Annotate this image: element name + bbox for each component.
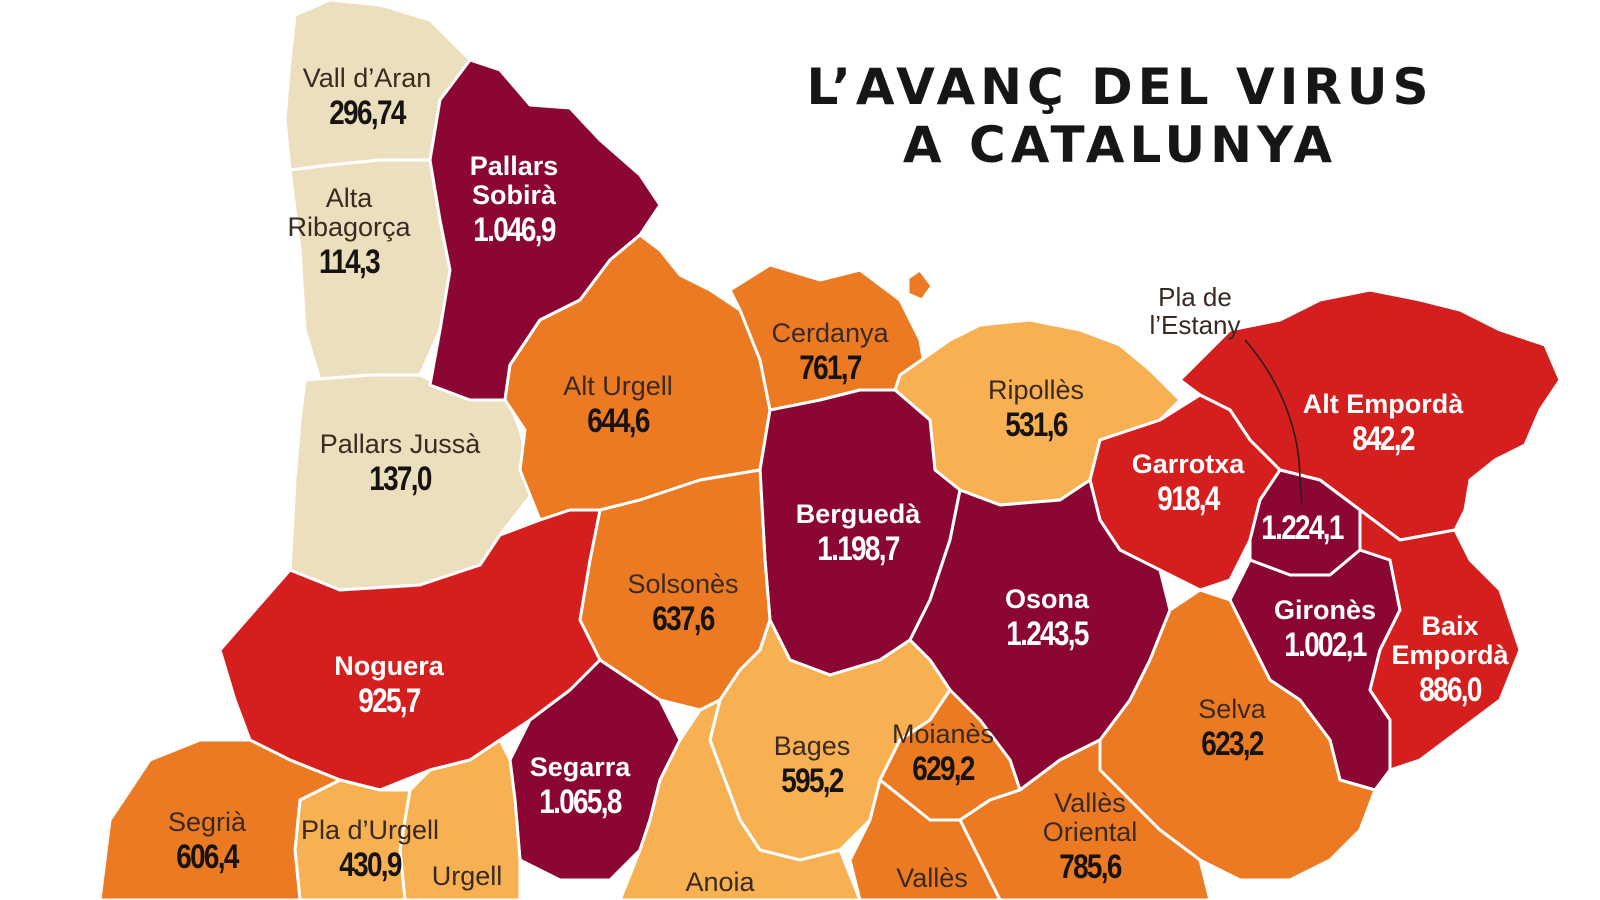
map-title: L’AVANÇ DEL VIRUS A CATALUNYA — [790, 58, 1450, 174]
region-name-line-2: Sobirà — [471, 180, 557, 210]
region-value: 918,4 — [1157, 480, 1220, 518]
region-name-line-2: Oriental — [1042, 817, 1138, 847]
region-value: 629,2 — [912, 750, 975, 788]
region-name: Noguera — [334, 651, 444, 681]
label-valles-oriental: Vallès Oriental 785,6 — [1043, 789, 1138, 887]
region-value: 296,74 — [329, 94, 406, 132]
label-segria: Segrià 606,4 — [168, 808, 246, 877]
label-moianes: Moianès 629,2 — [892, 720, 994, 789]
label-cerdanya: Cerdanya 761,7 — [771, 319, 888, 388]
region-llivia — [906, 268, 934, 302]
region-value: 606,4 — [176, 838, 239, 876]
region-name: Urgell — [431, 861, 503, 891]
label-vall-daran: Vall d’Aran 296,74 — [303, 64, 432, 133]
region-name: Selva — [1198, 694, 1266, 724]
region-value: 1.224,1 — [1261, 509, 1344, 547]
label-solsones: Solsonès 637,6 — [627, 570, 738, 639]
region-value: 114,3 — [318, 243, 381, 281]
region-name: Pallars Jussà — [319, 429, 481, 459]
callout-line-1: Pla de — [1158, 282, 1232, 312]
region-value: 761,7 — [799, 349, 862, 387]
region-name: Alt Urgell — [563, 371, 673, 401]
region-value: 595,2 — [781, 762, 844, 800]
region-name-line-1: Vallès — [1054, 788, 1126, 818]
label-baix-emporda: Baix Empordà 886,0 — [1391, 612, 1508, 710]
title-line-1: L’AVANÇ DEL VIRUS — [806, 58, 1434, 116]
region-name: Bages — [773, 731, 851, 761]
region-name: Pla d’Urgell — [300, 815, 440, 845]
label-osona: Osona 1.243,5 — [997, 585, 1096, 654]
region-name-line-2: Empordà — [1391, 640, 1509, 670]
region-name: Segarra — [529, 752, 631, 782]
label-anoia: Anoia — [685, 868, 754, 897]
region-baix-emporda — [1358, 508, 1522, 772]
region-name: Vallès — [896, 863, 968, 893]
region-value: 842,2 — [1352, 420, 1415, 458]
region-name: Vall d’Aran — [302, 63, 432, 93]
region-name: Berguedà — [795, 499, 921, 529]
region-value: 137,0 — [369, 460, 432, 498]
region-name-line-1: Baix — [1421, 611, 1479, 641]
region-value: 637,6 — [652, 600, 715, 638]
region-name: Gironès — [1273, 595, 1377, 625]
region-value: 785,6 — [1059, 848, 1122, 886]
region-value: 1.002,1 — [1284, 626, 1367, 664]
region-name: Garrotxa — [1131, 449, 1245, 479]
label-selva: Selva 623,2 — [1194, 695, 1269, 764]
region-name: Ripollès — [987, 375, 1085, 405]
label-bages: Bages 595,2 — [774, 732, 851, 801]
label-urgell: Urgell — [432, 862, 503, 891]
callout-pla-de-lestany: Pla de l’Estany — [1149, 283, 1240, 339]
label-pallars-jussa: Pallars Jussà 137,0 — [320, 430, 481, 499]
label-girones: Gironès 1.002,1 — [1274, 596, 1376, 665]
label-pla-de-lestany: 1.224,1 — [1252, 508, 1351, 548]
label-noguera: Noguera 925,7 — [334, 652, 444, 721]
title-line-2: A CATALUNYA — [902, 116, 1338, 174]
region-anoia — [618, 698, 862, 900]
region-valles-occidental — [848, 778, 1002, 900]
region-name: Anoia — [685, 867, 755, 897]
region-name: Solsonès — [627, 569, 739, 599]
label-pallars-sobira: Pallars Sobirà 1.046,9 — [464, 152, 563, 250]
callout-line-2: l’Estany — [1149, 310, 1241, 340]
label-garrotxa: Garrotxa 918,4 — [1132, 450, 1245, 519]
region-value: 886,0 — [1419, 671, 1482, 709]
label-valles: Vallès — [896, 864, 968, 893]
callout-line — [1244, 339, 1303, 506]
region-value: 1.198,7 — [817, 530, 900, 568]
label-alt-emporda: Alt Empordà 842,2 — [1303, 390, 1464, 459]
region-value: 1.065,8 — [539, 783, 622, 821]
label-pla-durgell: Pla d’Urgell 430,9 — [301, 816, 439, 885]
label-alt-urgell: Alt Urgell 644,6 — [563, 372, 673, 441]
label-bergueda: Berguedà 1.198,7 — [796, 500, 921, 569]
region-value: 430,9 — [339, 846, 402, 884]
region-value: 1.046,9 — [473, 211, 556, 249]
region-name-line-2: Ribagorça — [287, 212, 411, 242]
region-name: Osona — [1004, 584, 1090, 614]
label-alta-ribagorca: Alta Ribagorça 114,3 — [287, 184, 410, 282]
label-ripolles: Ripollès 531,6 — [988, 376, 1084, 445]
region-name-line-1: Alta — [325, 183, 373, 213]
region-value: 925,7 — [358, 682, 421, 720]
region-value: 644,6 — [587, 402, 650, 440]
region-name: Alt Empordà — [1302, 389, 1464, 419]
region-name: Cerdanya — [771, 318, 889, 348]
region-name: Segrià — [167, 807, 247, 837]
region-name: Moianès — [891, 719, 995, 749]
region-segria — [98, 738, 342, 900]
region-value: 1.243,5 — [1006, 615, 1089, 653]
region-value: 531,6 — [1005, 406, 1068, 444]
region-name-line-1: Pallars — [469, 151, 559, 181]
region-value: 623,2 — [1201, 725, 1264, 763]
label-segarra: Segarra 1.065,8 — [530, 753, 631, 822]
